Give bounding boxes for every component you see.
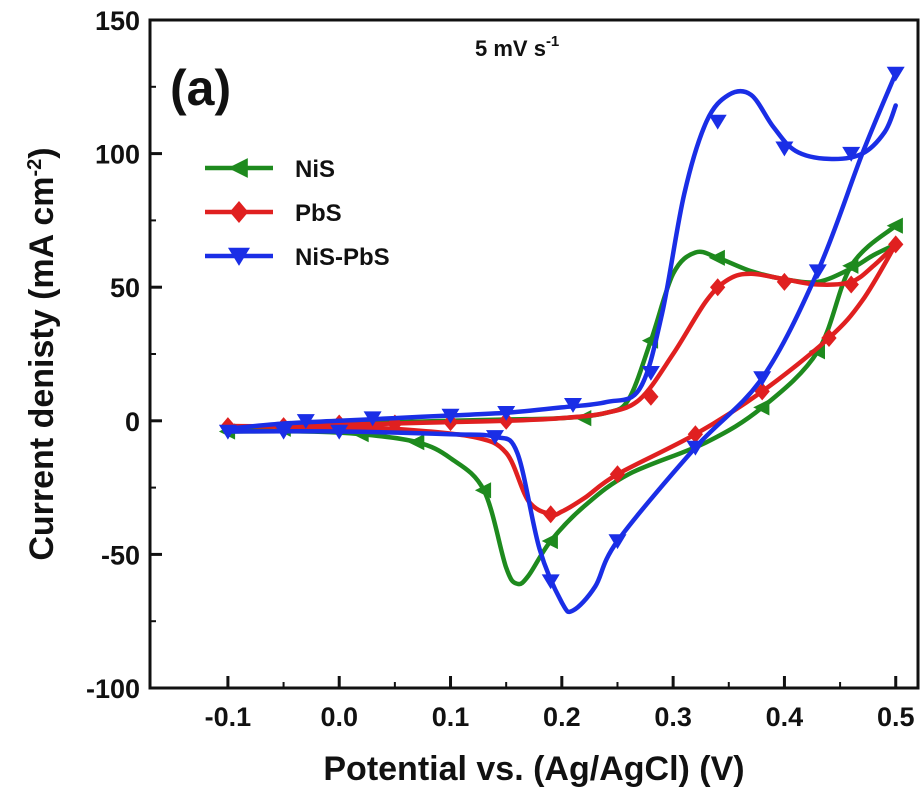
legend-marker <box>229 201 249 223</box>
series-pbs-forward-line <box>225 242 898 429</box>
series-pbs-reverse-line <box>225 242 898 518</box>
series-nis-pbs-marker <box>441 408 460 424</box>
y-axis-title: Current denisty (mA cm-2) <box>23 147 61 560</box>
x-axis-ticks: -0.1 0.0 0.1 0.2 0.3 0.4 0.5 <box>205 676 915 732</box>
series-pbs-marker <box>843 275 859 294</box>
series-nis-pbs-marker <box>564 398 582 413</box>
panel-label: (a) <box>170 60 231 116</box>
y-tick-label: 50 <box>110 273 140 303</box>
scan-rate-superscript: -1 <box>546 33 559 50</box>
series-nis-pbs-forward-line <box>225 88 898 432</box>
legend-label: NiS <box>295 156 335 183</box>
scan-rate-annotation: 5 mV s-1 <box>475 33 559 61</box>
legend-item-nis: NiS <box>205 156 335 183</box>
legend: NiS PbS NiS-PbS <box>205 156 390 271</box>
plot-area-border <box>148 18 920 690</box>
series-nis-reverse-line <box>225 223 898 587</box>
series-nis-forward-line <box>225 242 898 432</box>
scan-rate-text: 5 mV s <box>475 36 546 61</box>
series-pbs-marker <box>643 387 659 406</box>
series-nis-pbs-marker <box>775 141 794 157</box>
x-tick-label: 0.4 <box>766 702 804 732</box>
series-nis-pbs-marker <box>753 371 772 387</box>
legend-item-nis-pbs: NiS-PbS <box>205 244 390 271</box>
series-nis-pbs <box>218 66 905 615</box>
series-layer <box>218 66 905 615</box>
plot-frame <box>148 18 920 690</box>
series-nis-pbs-marker <box>708 114 727 130</box>
y-axis-title-superscript: -2 <box>24 159 46 177</box>
series-nis-marker <box>474 482 492 499</box>
series-pbs-marker <box>888 235 904 254</box>
legend-item-pbs: PbS <box>205 200 342 227</box>
x-axis-title: Potential vs. (Ag/AgCl) (V) <box>323 750 744 788</box>
series-nis-pbs-marker <box>486 430 504 445</box>
series-pbs-marker <box>776 272 793 291</box>
series-nis-pbs-marker <box>608 534 627 550</box>
series-nis-pbs-marker <box>363 411 382 427</box>
series-pbs-marker <box>821 329 837 347</box>
y-tick-label: -100 <box>86 674 140 704</box>
series-nis <box>218 217 903 587</box>
series-nis-marker <box>708 249 725 266</box>
y-tick-label: 0 <box>125 407 140 437</box>
x-tick-label: 0.5 <box>877 702 915 732</box>
x-tick-label: 0.0 <box>320 702 358 732</box>
series-nis-marker <box>408 434 425 451</box>
series-pbs-marker <box>543 505 559 524</box>
series-nis-marker <box>753 399 770 416</box>
legend-marker <box>228 247 250 266</box>
legend-marker <box>228 158 248 178</box>
legend-label: NiS-PbS <box>295 244 390 271</box>
series-nis-pbs-marker <box>641 366 660 381</box>
x-tick-label: 0.1 <box>432 702 470 732</box>
series-nis-marker <box>541 532 558 550</box>
x-tick-label: 0.2 <box>543 702 581 732</box>
series-nis-pbs-marker <box>330 424 349 440</box>
series-nis-marker <box>886 217 903 234</box>
series-nis-marker <box>842 257 859 274</box>
x-tick-label: 0.3 <box>654 702 692 732</box>
series-nis-pbs-marker <box>686 440 705 456</box>
series-nis-pbs-marker <box>808 264 827 280</box>
y-tick-label: 150 <box>95 6 140 36</box>
y-tick-label: -50 <box>101 540 140 570</box>
series-pbs <box>220 235 904 524</box>
y-axis-title-text: Current denisty (mA cm <box>23 176 61 560</box>
series-nis-pbs-marker <box>886 66 905 82</box>
series-pbs-marker <box>754 382 770 401</box>
series-nis-pbs-marker <box>497 406 516 421</box>
series-nis-pbs-marker <box>274 424 293 440</box>
series-nis-pbs-marker <box>842 146 861 162</box>
series-nis-pbs-marker <box>541 574 560 590</box>
legend-label: PbS <box>295 200 342 227</box>
series-pbs-marker <box>687 425 703 444</box>
y-axis-ticks: -100 -50 0 50 100 150 <box>86 6 162 704</box>
y-tick-label: 100 <box>95 140 140 170</box>
x-tick-label: -0.1 <box>205 702 252 732</box>
series-nis-pbs-marker <box>218 424 237 440</box>
series-pbs-marker <box>710 278 726 297</box>
y-axis-title-suffix: ) <box>23 147 61 158</box>
series-nis-pbs-marker <box>296 414 315 429</box>
series-pbs-marker <box>609 465 626 484</box>
